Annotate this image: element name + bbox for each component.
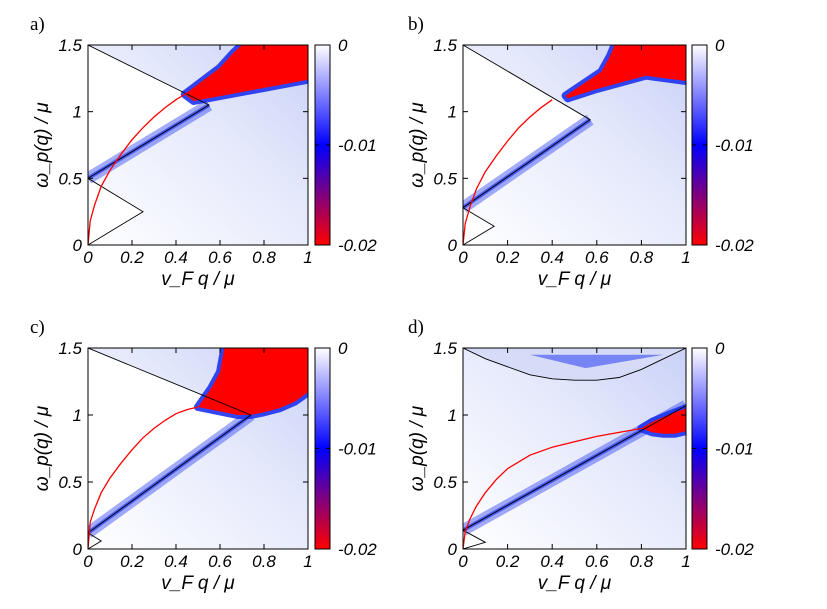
continuum-boundary-2: [463, 348, 686, 381]
y-tick-label: 0: [448, 540, 458, 559]
continuum-boundary-1: [463, 405, 686, 549]
colorbar-tick-label: -0.01: [338, 136, 377, 155]
x-tick-label: 0.6: [585, 248, 609, 267]
heatmap-layer: [463, 348, 686, 549]
panel-1: 0 0.2 0.4 0.6 0.8 1 0 0.5 1 1.5 v_F q / μ ω_p(q) / …: [30, 14, 377, 290]
y-tick-label: 0: [448, 236, 458, 255]
plasmon-dispersion: [88, 92, 188, 245]
y-tick-label: 1: [73, 103, 82, 122]
colorbar-tick-label: 0: [715, 36, 725, 55]
y-axis-label: ω_p(q) / μ: [32, 405, 53, 491]
continuum-boundary-1: [463, 45, 591, 245]
heatmap-layer: [88, 348, 308, 549]
upper-continuum-strong: [529, 354, 664, 369]
x-tick-label: 0.6: [208, 248, 232, 267]
x-tick-label: 1: [303, 552, 312, 571]
y-tick-label: 1: [448, 406, 457, 425]
plasmon-dispersion: [88, 406, 199, 549]
saturated-region: [184, 45, 308, 101]
y-axis-label: ω_p(q) / μ: [407, 405, 428, 491]
colorbar-tick-label: -0.02: [338, 236, 377, 255]
y-tick-label: 1: [73, 406, 82, 425]
colorbar-tick-label: 0: [338, 339, 348, 358]
colorbar-tick-label: -0.02: [715, 236, 754, 255]
colorbar-tick-label: -0.01: [338, 440, 377, 459]
x-tick-label: 0.2: [120, 248, 144, 267]
panel-label: b): [408, 14, 424, 35]
x-tick-label: 0: [458, 552, 468, 571]
y-tick-label: 0.5: [58, 473, 82, 492]
y-tick-label: 1: [448, 103, 457, 122]
y-tick-label: 1.5: [58, 339, 82, 358]
plot-frame: [462, 347, 687, 550]
x-tick-label: 0: [458, 248, 468, 267]
x-tick-label: 0.4: [164, 552, 188, 571]
colorbar-tick-label: 0: [715, 339, 725, 358]
plot-frame: [462, 44, 687, 246]
x-tick-label: 1: [681, 552, 690, 571]
continuum-boundary-1: [88, 348, 252, 549]
panel-3: 0 0.2 0.4 0.6 0.8 1 0 0.5 1 1.5 v_F q / μ ω_p(q) / …: [30, 317, 377, 594]
x-axis-label: v_F q / μ: [538, 269, 612, 290]
y-tick-label: 0: [73, 236, 83, 255]
colorbar-tick-label: 0: [338, 36, 348, 55]
x-axis-label: v_F q / μ: [161, 269, 235, 290]
plasmon-dispersion: [463, 99, 553, 245]
pauli-blocked-region: [463, 530, 486, 549]
x-tick-label: 0.8: [252, 248, 276, 267]
y-tick-label: 1.5: [433, 36, 457, 55]
colorbar-tick-label: -0.02: [715, 540, 754, 559]
y-tick-label: 1.5: [58, 36, 82, 55]
x-tick-label: 0.2: [120, 552, 144, 571]
x-tick-label: 0.2: [496, 248, 520, 267]
y-tick-label: 0.5: [433, 473, 457, 492]
x-tick-label: 0.4: [164, 248, 188, 267]
heatmap-layer: [88, 45, 308, 245]
x-tick-label: 1: [303, 248, 312, 267]
panel-label: a): [30, 14, 45, 35]
heatmap-layer: [463, 45, 686, 245]
x-tick-label: 0: [83, 248, 93, 267]
saturated-region: [198, 348, 308, 415]
panel-label: c): [30, 317, 45, 338]
plot-frame: [87, 347, 309, 550]
colorbar-tick-label: -0.01: [715, 440, 754, 459]
saturated-region: [641, 408, 686, 434]
colorbar-tick-label: -0.02: [338, 540, 377, 559]
pauli-blocked-region: [88, 348, 251, 549]
x-tick-label: 0: [83, 552, 93, 571]
saturated-region: [565, 45, 686, 99]
x-tick-label: 0.2: [496, 552, 520, 571]
y-tick-label: 0.5: [58, 169, 82, 188]
x-tick-label: 0.6: [585, 552, 609, 571]
panel-2: 0 0.2 0.4 0.6 0.8 1 0 0.5 1 1.5 v_F q / μ ω_p(q) / …: [407, 14, 754, 290]
x-axis-label: v_F q / μ: [538, 573, 612, 594]
panel-label: d): [408, 317, 424, 338]
x-tick-label: 0.8: [630, 552, 654, 571]
x-tick-label: 0.8: [630, 248, 654, 267]
plot-frame: [87, 44, 309, 246]
pauli-blocked-region: [88, 45, 209, 245]
x-axis-label: v_F q / μ: [161, 573, 235, 594]
colorbar-tick-label: -0.01: [715, 136, 754, 155]
panel-4: 0 0.2 0.4 0.6 0.8 1 0 0.5 1 1.5 v_F q / μ ω_p(q) / …: [407, 317, 754, 594]
y-tick-label: 0.5: [433, 169, 457, 188]
y-axis-label: ω_p(q) / μ: [32, 102, 53, 188]
x-tick-label: 0.4: [540, 552, 564, 571]
pauli-blocked-region: [463, 45, 591, 245]
x-tick-label: 0.6: [208, 552, 232, 571]
x-tick-label: 0.8: [252, 552, 276, 571]
y-tick-label: 1.5: [433, 339, 457, 358]
plasmon-dispersion: [463, 427, 642, 549]
y-tick-label: 0: [73, 540, 83, 559]
y-axis-label: ω_p(q) / μ: [407, 102, 428, 188]
continuum-boundary-1: [88, 45, 210, 245]
heatmap-background: [463, 348, 686, 549]
x-tick-label: 0.4: [540, 248, 564, 267]
x-tick-label: 1: [681, 248, 690, 267]
